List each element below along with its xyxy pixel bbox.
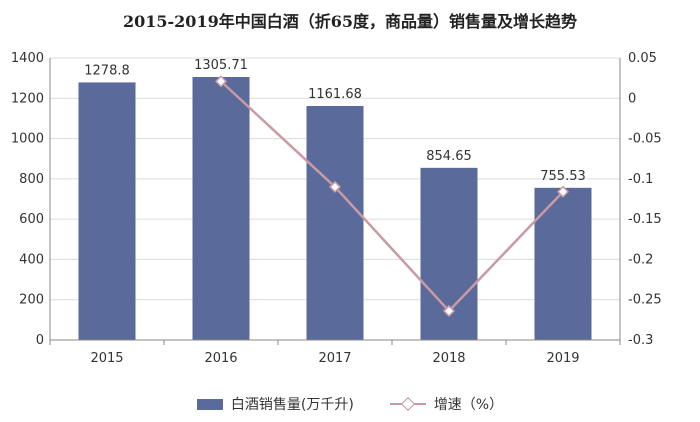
bar xyxy=(306,106,364,340)
bar xyxy=(78,82,136,340)
y-right-tick-label: -0.2 xyxy=(628,252,653,267)
y-right-tick-label: -0.1 xyxy=(628,172,653,187)
x-tick-label: 2017 xyxy=(318,351,351,366)
x-tick-label: 2019 xyxy=(546,351,579,366)
y-left-tick-label: 1200 xyxy=(11,91,44,106)
legend-bar-swatch xyxy=(196,398,223,410)
growth-line xyxy=(220,80,564,313)
bar-data-label: 1305.71 xyxy=(194,58,248,73)
y-left-tick-label: 0 xyxy=(36,333,44,348)
legend-item-growth: 增速（%） xyxy=(389,394,504,414)
legend-item-sales: 白酒销售量(万千升) xyxy=(196,394,354,414)
bar-data-label: 854.65 xyxy=(426,149,472,164)
y-left-tick-label: 400 xyxy=(19,252,44,267)
y-right-tick-label: 0 xyxy=(628,91,636,106)
x-tick-label: 2018 xyxy=(432,351,465,366)
legend-line-swatch xyxy=(389,396,426,412)
y-left-tick-label: 200 xyxy=(19,293,44,308)
bar-series xyxy=(78,76,592,340)
bar-data-label: 1161.68 xyxy=(308,87,362,102)
y-left-tick-label: 1400 xyxy=(11,51,44,66)
y-right-tick-label: -0.05 xyxy=(628,132,662,147)
bar-data-label: 755.53 xyxy=(540,169,586,184)
chart-title: 2015-2019年中国白酒（折65度，商品量）销售量及增长趋势 xyxy=(123,12,577,31)
legend-growth-label: 增速（%） xyxy=(433,397,504,413)
line-series xyxy=(214,75,570,318)
bar-data-label: 1278.8 xyxy=(84,63,130,78)
legend: 白酒销售量(万千升) 增速（%） xyxy=(0,394,700,414)
x-tick-label: 2015 xyxy=(90,351,123,366)
growth-point xyxy=(442,304,456,318)
growth-point xyxy=(328,180,342,193)
y-left-tick-label: 800 xyxy=(19,172,44,187)
x-tick-label: 2016 xyxy=(204,351,237,366)
growth-point xyxy=(214,75,228,88)
y-left-tick-label: 1000 xyxy=(11,132,44,147)
axes: 0 200 400 600 800 1000 1200 1400 0.05 0 -0.05 -0.1 -… xyxy=(11,51,662,366)
bar xyxy=(534,187,592,340)
y-left-tick-label: 600 xyxy=(19,212,44,227)
y-right-tick-label: -0.3 xyxy=(628,333,653,348)
growth-point xyxy=(556,185,570,198)
y-right-tick-label: 0.05 xyxy=(628,51,657,66)
y-right-tick-label: -0.25 xyxy=(628,293,662,308)
bar xyxy=(192,76,250,340)
data-labels: 1278.8 1305.71 1161.68 854.65 755.53 xyxy=(84,58,586,184)
legend-sales-label: 白酒销售量(万千升) xyxy=(230,397,354,413)
y-right-tick-label: -0.15 xyxy=(628,212,662,227)
